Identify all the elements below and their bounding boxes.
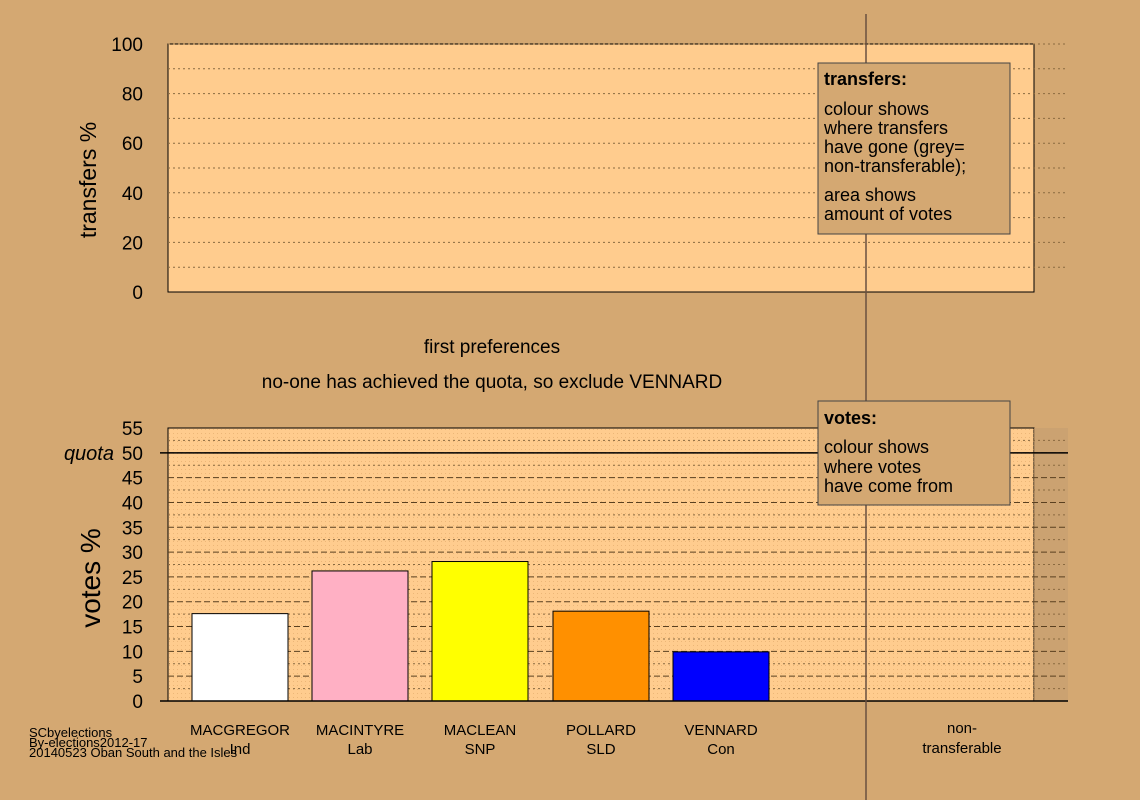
votes-y-tick-label: 45: [122, 469, 143, 490]
bar-macintyre: [311, 570, 409, 702]
footer-line-3: 20140523 Oban South and the Isles: [29, 745, 238, 760]
transfers-y-tick-label: 60: [122, 134, 143, 155]
votes-y-tick-label: 20: [122, 593, 143, 614]
votes-y-tick-label: 5: [132, 667, 143, 688]
footer-line-1: SCbyelections: [29, 725, 113, 740]
votes-y-tick-label: 0: [132, 692, 143, 713]
candidate-name-label: MACGREGOR: [190, 722, 290, 739]
transfers-box-title: transfers:: [824, 69, 907, 89]
transfers-box-line: non-transferable);: [824, 156, 966, 176]
transfers-box-frame: [817, 62, 1011, 235]
votes-box-line: where votes: [823, 457, 921, 477]
transfers-y-tick-label: 40: [122, 184, 143, 205]
candidate-name-label: MACLEAN: [444, 722, 517, 739]
candidate-name-label: VENNARD: [684, 722, 758, 739]
votes-y-tick-label: 15: [122, 618, 143, 639]
bar-pollard: [552, 610, 650, 702]
footer-line-2: By-elections2012-17: [29, 735, 148, 750]
votes-y-tick-label: 40: [122, 493, 143, 514]
bar-macgregor: [191, 613, 289, 702]
transfers-box-line: amount of votes: [824, 204, 952, 224]
votes-box-line: colour shows: [824, 437, 929, 457]
stage-line-1: first preferences: [424, 337, 560, 358]
votes-y-tick-label: 55: [122, 419, 143, 440]
votes-y-axis-label: votes %: [75, 528, 106, 628]
votes-box-title: votes:: [824, 408, 877, 428]
nontransferable-label-1: non-: [947, 720, 977, 737]
candidate-party-label: Ind: [230, 741, 251, 758]
votes-y-tick-label: 10: [122, 642, 143, 663]
votes-y-tick-label: 30: [122, 543, 143, 564]
transfers-box-line: have gone (grey=: [824, 137, 965, 157]
votes-box-frame: [817, 400, 1011, 506]
candidate-party-label: SLD: [586, 741, 615, 758]
votes-box-line: have come from: [824, 476, 953, 496]
votes-y-tick-label: 50: [122, 444, 143, 465]
transfers-y-tick-label: 20: [122, 233, 143, 254]
transfers-y-tick-label: 0: [132, 283, 143, 304]
candidate-name-label: MACINTYRE: [316, 722, 404, 739]
transfers-box-line: area shows: [824, 185, 916, 205]
votes-y-tick-label: 35: [122, 518, 143, 539]
quota-label: quota: [64, 443, 114, 465]
stage-line-2: no-one has achieved the quota, so exclud…: [262, 372, 723, 393]
candidate-party-label: SNP: [465, 741, 496, 758]
votes-legend-box: votes: colour shows where votes have com…: [817, 400, 1011, 506]
nontransferable-label-2: transferable: [922, 740, 1001, 757]
candidate-labels: MACGREGOR Ind MACINTYRE Lab MACLEAN SNP POLLAR…: [190, 722, 758, 758]
votes-y-ticks: 0 5 10 15 20 25 30 35 40 45 50 55: [122, 419, 143, 713]
transfers-y-ticks: 0 20 40 60 80 100: [111, 35, 143, 304]
transfers-y-tick-label: 80: [122, 85, 143, 106]
votes-panel: 0 5 10 15 20 25 30 35 40 45 50 55 MACGREGOR Ind MACIN…: [64, 419, 1068, 758]
transfers-y-axis-label: transfers %: [75, 122, 101, 238]
candidate-party-label: Lab: [347, 741, 372, 758]
bar-vennard: [672, 651, 770, 702]
candidate-name-label: POLLARD: [566, 722, 636, 739]
transfers-legend-box: transfers: colour shows where transfers …: [817, 62, 1011, 235]
bar-maclean: [431, 561, 529, 702]
candidate-party-label: Con: [707, 741, 735, 758]
votes-bars: [191, 561, 770, 702]
transfers-y-tick-label: 100: [111, 35, 143, 56]
transfers-box-line: colour shows: [824, 99, 929, 119]
votes-y-tick-label: 25: [122, 568, 143, 589]
transfers-box-line: where transfers: [823, 118, 948, 138]
